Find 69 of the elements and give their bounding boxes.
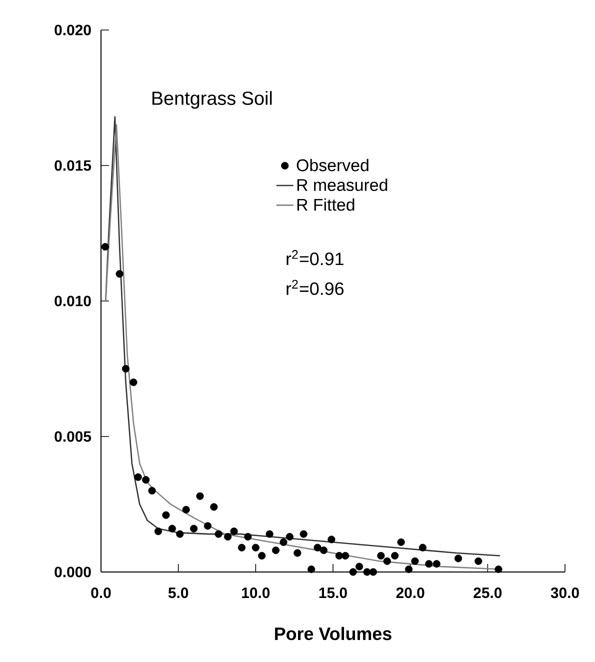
point [377,552,385,560]
point [349,568,357,576]
point [148,486,156,494]
y-tick-label: 0.005 [54,431,92,442]
point [116,270,124,278]
point [391,552,399,560]
point [224,532,232,541]
point [369,568,377,576]
point [244,532,252,541]
point [210,503,218,511]
point [162,511,170,519]
point [154,528,162,536]
point [168,524,176,532]
point [474,557,482,565]
point [182,506,190,514]
x-tick-label: 25.0 [474,588,502,598]
x-tick-label: 0.0 [91,588,111,598]
x-tick-label: 30.0 [550,588,579,598]
point [328,536,336,544]
point [294,549,302,557]
y-tick-label: 0.000 [54,566,91,578]
point [252,544,260,552]
annotation: r$^{2}$=0.96 [286,280,344,296]
point [286,532,294,541]
point [425,560,433,568]
point [258,552,266,560]
point [142,476,150,484]
point [134,473,142,481]
text: Bentgrass Soil [152,91,272,109]
y-tick-label: 0.020 [54,24,91,36]
point [196,492,204,500]
point [266,530,274,538]
point [238,544,246,552]
x-tick-label: 20.0 [396,588,424,598]
legend-label: R Fitted [297,198,354,211]
x-tick-label: 15.0 [319,588,347,598]
point [397,538,405,546]
point [130,378,138,386]
annotation: r$^{2}$=0.91 [286,250,344,266]
x-axis-title: Pore Volumes [275,626,392,640]
point [204,522,212,530]
point [280,538,288,546]
point [405,566,413,574]
point [418,544,426,552]
point [230,528,238,536]
point [190,524,198,532]
point [383,557,391,565]
point [176,530,184,538]
point [214,530,222,538]
point [432,560,440,568]
point [356,562,364,570]
y-tick-label: 0.010 [54,296,91,306]
point [411,557,419,565]
x-tick-label: 10.0 [242,588,270,598]
legend-label: Observed [296,158,368,172]
point [308,566,316,574]
point [314,544,322,552]
point [494,566,502,574]
y-tick-label: 0.015 [54,160,92,171]
point [454,554,462,562]
point [342,552,350,560]
x-tick-label: 5.0 [168,588,188,598]
point [122,364,130,373]
point [101,243,109,251]
legend-label: R measured [297,178,388,192]
point [320,546,328,554]
point [300,530,308,538]
point [363,568,371,576]
point [272,546,280,554]
